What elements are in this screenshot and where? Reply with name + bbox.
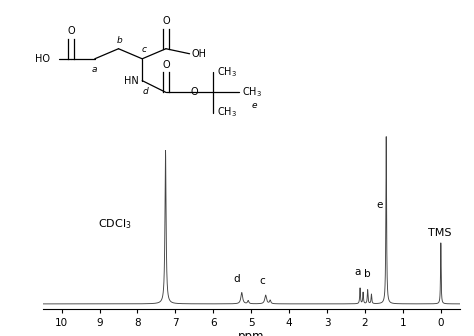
Text: O: O — [191, 87, 199, 97]
Text: CH$_3$: CH$_3$ — [242, 85, 262, 99]
Text: d: d — [234, 274, 240, 284]
Text: e: e — [251, 101, 257, 110]
Text: e: e — [376, 200, 383, 210]
Text: a: a — [92, 65, 98, 74]
Text: HN: HN — [124, 76, 138, 86]
Text: c: c — [142, 45, 147, 54]
Text: d: d — [143, 87, 149, 95]
Text: O: O — [67, 26, 75, 36]
Text: b: b — [117, 36, 123, 44]
Text: TMS: TMS — [428, 228, 451, 238]
Text: OH: OH — [192, 49, 207, 59]
Text: HO: HO — [35, 54, 50, 64]
Text: a: a — [355, 267, 361, 277]
Text: CH$_3$: CH$_3$ — [217, 106, 237, 120]
Text: c: c — [260, 277, 265, 287]
Text: b: b — [365, 268, 371, 279]
Text: CDCl$_3$: CDCl$_3$ — [98, 217, 131, 231]
Text: O: O — [162, 16, 170, 26]
Text: CH$_3$: CH$_3$ — [217, 65, 237, 79]
X-axis label: ppm: ppm — [238, 330, 264, 336]
Text: O: O — [162, 60, 170, 70]
